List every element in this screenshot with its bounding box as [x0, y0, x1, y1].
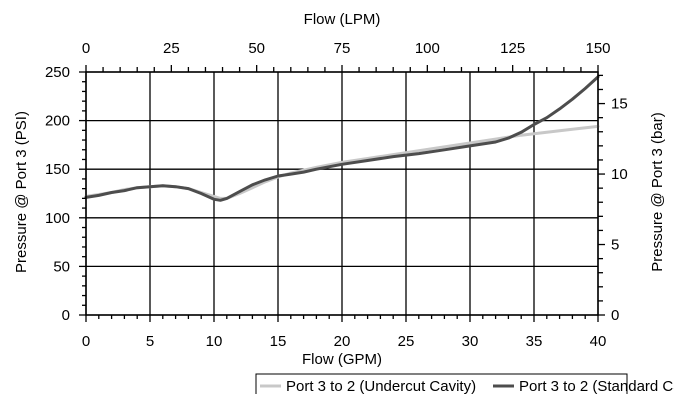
x-axis-title-bottom: Flow (GPM) [302, 351, 382, 368]
x-tick-label-40: 40 [590, 333, 607, 350]
x-tick-label-0: 0 [82, 333, 90, 350]
x-tick-label-20: 20 [334, 333, 351, 350]
x-tick-label-10: 10 [206, 333, 223, 350]
series-line-standard [84, 75, 600, 202]
tick-marks [79, 65, 605, 322]
x-top-tick-label-25: 25 [163, 40, 180, 57]
legend-label-undercut: Port 3 to 2 (Undercut Cavity) [286, 378, 476, 394]
x-tick-label-15: 15 [270, 333, 287, 350]
x-tick-label-25: 25 [398, 333, 415, 350]
y-tick-label-200: 200 [45, 113, 70, 130]
y-tick-label-50: 50 [53, 258, 70, 275]
legend-frame [255, 373, 628, 394]
legend-label-standard: Port 3 to 2 (Standard Cavity) [519, 378, 674, 394]
y-right-tick-label-10: 10 [611, 166, 628, 183]
x-top-tick-label-0: 0 [82, 40, 90, 57]
y-axis-title-right: Pressure @ Port 3 (bar) [649, 112, 666, 271]
y-tick-label-0: 0 [62, 307, 70, 324]
x-top-tick-label-50: 50 [248, 40, 265, 57]
y-right-tick-label-0: 0 [611, 307, 619, 324]
grid-lines [85, 71, 599, 316]
y-tick-label-250: 250 [45, 64, 70, 81]
y-right-tick-label-15: 15 [611, 96, 628, 113]
y-right-tick-label-5: 5 [611, 237, 619, 254]
x-tick-label-5: 5 [146, 333, 154, 350]
y-axis-title-left: Pressure @ Port 3 (PSI) [13, 111, 30, 273]
x-tick-label-30: 30 [462, 333, 479, 350]
x-top-tick-label-150: 150 [585, 40, 610, 57]
x-top-tick-label-125: 125 [500, 40, 525, 57]
x-axis-title-top: Flow (LPM) [304, 11, 381, 28]
y-tick-label-150: 150 [45, 161, 70, 178]
x-top-tick-label-75: 75 [334, 40, 351, 57]
series-lines [84, 75, 600, 202]
x-top-tick-label-100: 100 [415, 40, 440, 57]
tick-labels: 0 5 10 15 20 25 30 35 400 25 50 75 100 125 15005010015… [45, 40, 628, 350]
y-tick-label-100: 100 [45, 210, 70, 227]
x-tick-label-35: 35 [526, 333, 543, 350]
legend: Port 3 to 2 (Undercut Cavity) Port 3 to … [255, 373, 674, 394]
